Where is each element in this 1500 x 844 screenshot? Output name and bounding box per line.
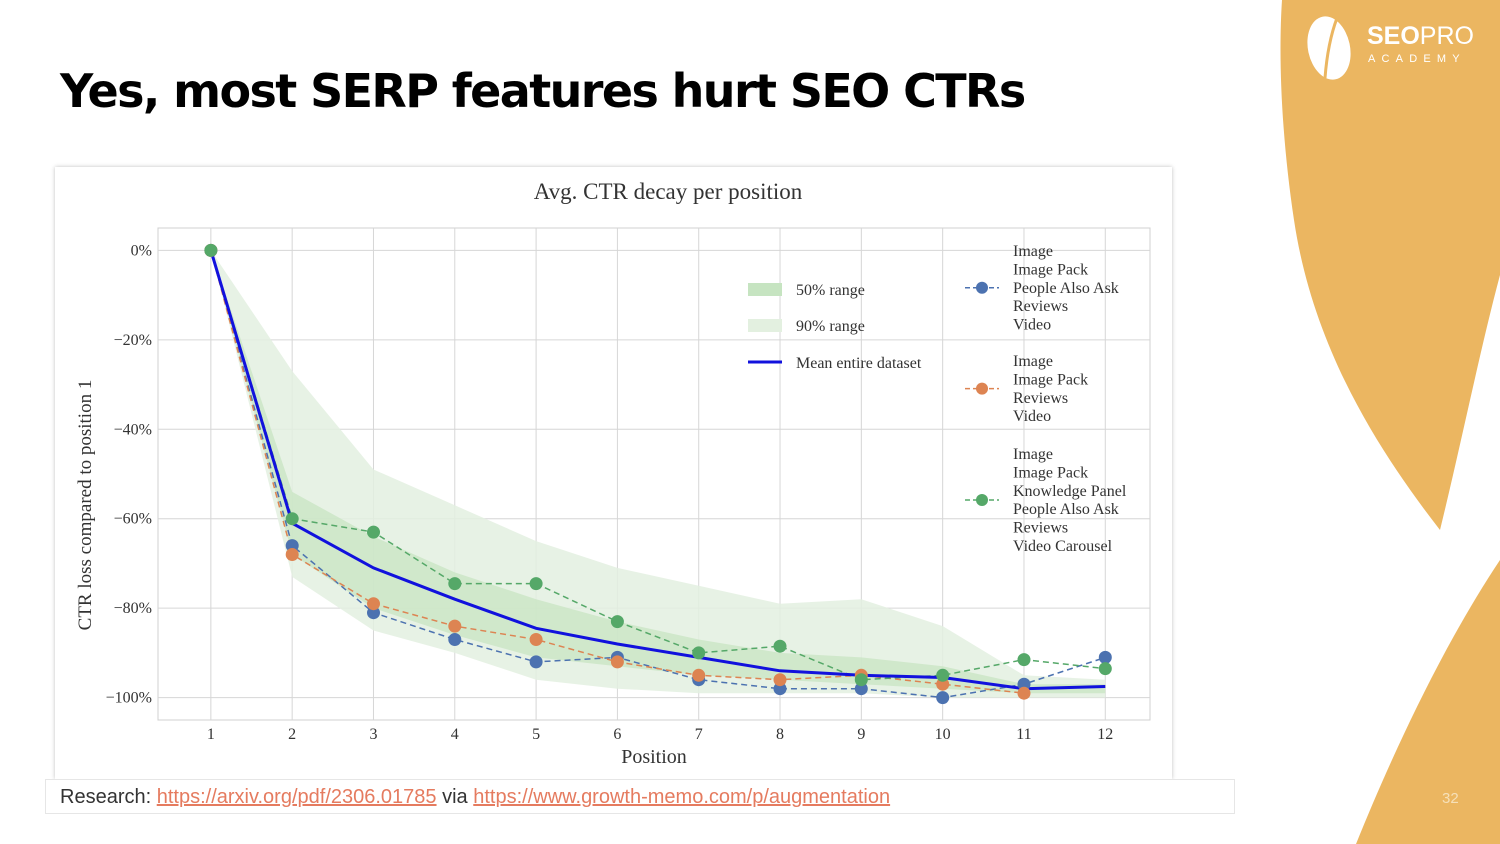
series-orange-point-11 [1017, 686, 1031, 700]
series-orange-point-4 [448, 619, 462, 633]
series-green-point-10 [936, 668, 950, 682]
series-blue-point-5 [529, 655, 543, 669]
series-green-point-8 [773, 639, 787, 653]
mean-line [209, 249, 1106, 691]
legend-label-mean: Mean entire dataset [796, 355, 922, 372]
series-green-legend-text: Image [1013, 446, 1053, 463]
series-orange-legend-text: Video [1013, 408, 1051, 425]
y-tick-label: −60% [114, 511, 152, 528]
x-tick-label: 1 [207, 726, 215, 743]
y-tick-label: −20% [114, 332, 152, 349]
series-green-legend-marker [976, 494, 988, 506]
legend-label-90: 90% range [796, 318, 865, 335]
series-green-legend-text: Video Carousel [1013, 538, 1113, 555]
logo: SEOPRO ACADEMY [1305, 12, 1490, 82]
series-green-point-2 [285, 512, 299, 526]
series-green-legend-text: People Also Ask [1013, 501, 1119, 518]
series-blue-legend-text: Reviews [1013, 298, 1068, 315]
ctr-decay-chart: 1 2 3 4 5 6 7 8 9 10 11 120%−20%−40%−60%−80%−100%Av… [75, 179, 1151, 768]
slide-title: Yes, most SERP features hurt SEO CTRs [60, 64, 1026, 118]
series-blue-point-10 [936, 691, 950, 705]
logo-brand-bold: SEO [1367, 22, 1420, 50]
series-green-legend-text: Reviews [1013, 520, 1068, 537]
legend-label-50: 50% range [796, 282, 865, 299]
series-green-point-6 [610, 615, 624, 629]
series-blue-legend-text: Image [1013, 243, 1053, 260]
series-orange-legend-text: Image Pack [1013, 371, 1088, 388]
growth-memo-link[interactable]: https://www.growth-memo.com/p/augmentati… [473, 786, 891, 808]
range-band-50 [210, 250, 1106, 694]
x-tick-label: 8 [776, 726, 784, 743]
research-caption: Research: https://arxiv.org/pdf/2306.017… [45, 779, 1235, 814]
x-tick-label: 5 [532, 726, 540, 743]
series-blue-legend-marker [976, 281, 988, 294]
series-orange-point-5 [529, 633, 543, 646]
series-green-point-9 [854, 673, 868, 687]
series-blue-point-12 [1098, 650, 1112, 664]
accent-shape-bottom [1356, 560, 1500, 844]
caption-via: via [442, 786, 468, 808]
x-tick-label: 11 [1016, 726, 1031, 743]
x-axis-label: Position [621, 746, 687, 768]
y-tick-label: −40% [114, 421, 152, 438]
series-green-point-1 [204, 243, 218, 257]
series-green-point-11 [1017, 653, 1031, 667]
x-tick-label: 12 [1097, 726, 1113, 743]
arxiv-link[interactable]: https://arxiv.org/pdf/2306.01785 [156, 786, 437, 808]
x-tick-label: 2 [288, 726, 296, 743]
series-orange-point-3 [367, 597, 380, 611]
series-orange-point-7 [692, 668, 706, 682]
page-number: 32 [1442, 790, 1459, 807]
series-orange-point-8 [773, 673, 787, 687]
y-tick-label: −100% [106, 690, 152, 707]
series-green-point-4 [448, 577, 462, 591]
series-orange-point-6 [610, 655, 624, 669]
chart-card: 1 2 3 4 5 6 7 8 9 10 11 12 0% −20% −40% −60% −80% −100% Av… [55, 167, 1172, 779]
logo-subtitle: ACADEMY [1368, 53, 1466, 65]
series-blue-legend-text: People Also Ask [1013, 280, 1119, 297]
accent-shape-top [1280, 0, 1500, 530]
x-tick-label: 10 [935, 726, 951, 743]
logo-brand-light: PRO [1419, 22, 1474, 50]
y-axis-label: CTR loss compared to position 1 [75, 380, 96, 631]
series-orange-legend-text: Image [1013, 353, 1053, 370]
y-tick-label: 0% [131, 242, 152, 259]
x-tick-label: 9 [857, 726, 865, 743]
series-blue-legend-text: Video [1013, 317, 1051, 334]
series-green-legend-text: Image Pack [1013, 464, 1088, 481]
y-tick-label: −80% [114, 600, 152, 617]
series-green-point-7 [692, 646, 706, 660]
x-tick-label: 3 [369, 726, 377, 743]
series-orange-legend-text: Reviews [1013, 390, 1068, 407]
chart-title: Avg. CTR decay per position [534, 179, 803, 204]
series-green-point-3 [367, 525, 380, 539]
caption-prefix: Research: [60, 786, 152, 808]
series-orange-point-2 [285, 548, 299, 561]
x-tick-label: 6 [613, 726, 621, 743]
series-blue-legend-text: Image Pack [1013, 261, 1088, 278]
x-tick-label: 7 [695, 726, 703, 743]
logo-mark-icon [1307, 16, 1351, 80]
series-green-line [210, 250, 1106, 681]
logo-brand: SEOPRO [1367, 22, 1474, 50]
series-green-point-12 [1098, 662, 1112, 676]
legend-swatch-50 [748, 283, 782, 296]
series-orange-legend-marker [976, 382, 988, 395]
series-blue-point-4 [448, 633, 462, 646]
series-green-legend-text: Knowledge Panel [1013, 483, 1127, 500]
series-green-point-5 [529, 577, 543, 591]
legend-swatch-90 [748, 319, 782, 332]
x-tick-label: 4 [451, 726, 459, 743]
